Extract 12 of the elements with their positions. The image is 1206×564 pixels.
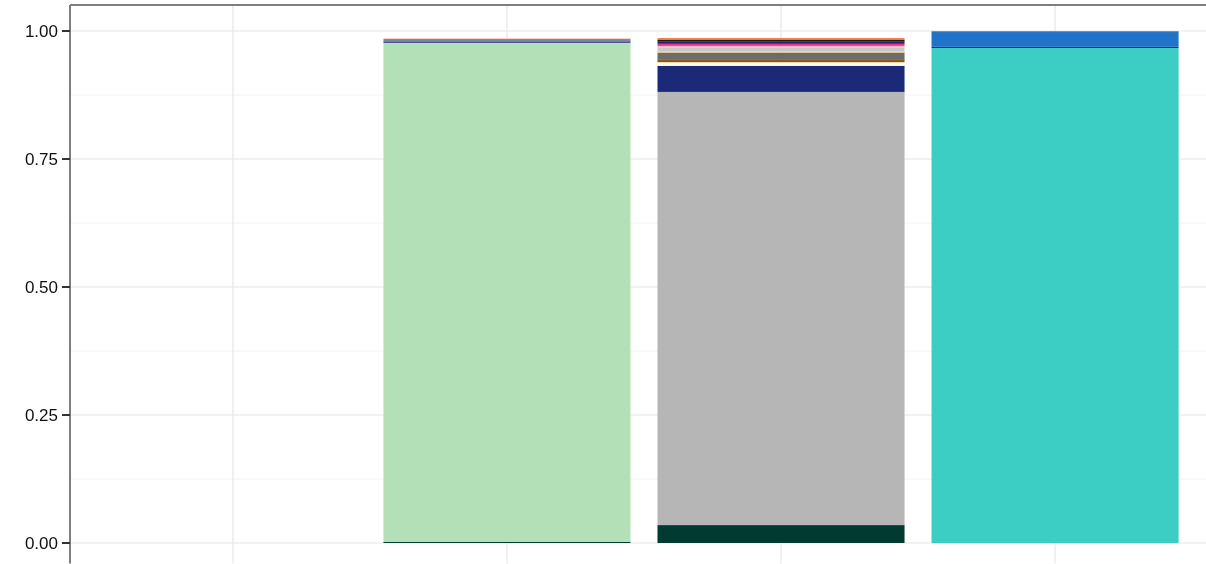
y-tick-label: 0.50 xyxy=(24,277,58,297)
bar xyxy=(931,32,1179,47)
bar xyxy=(657,52,905,60)
bar xyxy=(657,65,905,92)
y-tick-label: 0.75 xyxy=(24,149,58,169)
bar xyxy=(657,525,905,543)
y-tick-label: 0.00 xyxy=(24,533,58,553)
y-tick-label: 0.25 xyxy=(24,405,58,425)
y-tick-label: 1.00 xyxy=(24,21,58,41)
bar xyxy=(383,42,631,542)
bar xyxy=(931,47,1179,543)
bar xyxy=(657,91,905,526)
